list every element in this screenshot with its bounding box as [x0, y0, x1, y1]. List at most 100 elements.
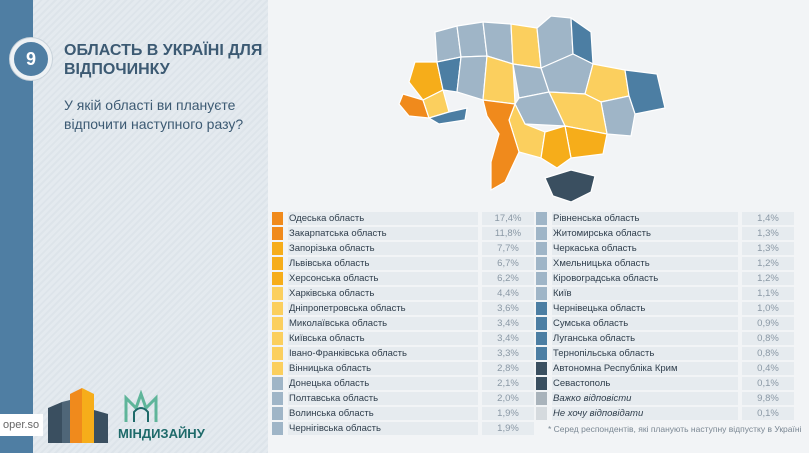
- legend-row: Полтавська область 2,0%: [272, 391, 534, 406]
- region-label: Закарпатська область: [288, 227, 478, 240]
- region-label: Важко відповісти: [552, 392, 738, 405]
- region-value: 1,3%: [742, 242, 794, 255]
- legend-swatch: [272, 407, 283, 420]
- region-label: Черкаська область: [552, 242, 738, 255]
- legend-swatch: [272, 227, 283, 240]
- mindyzainu-logo-icon: [124, 390, 158, 422]
- region-label: Хмельницька область: [552, 257, 738, 270]
- region-value: 0,8%: [742, 332, 794, 345]
- region-value: 0,1%: [742, 377, 794, 390]
- legend-row: Севастополь 0,1%: [536, 376, 794, 391]
- region-label: Чернігівська область: [288, 422, 478, 435]
- region-value: 3,6%: [482, 302, 534, 315]
- region-rivne: [456, 21, 488, 58]
- region-label: Не хочу відповідати: [552, 407, 738, 420]
- region-value: 2,8%: [482, 362, 534, 375]
- legend-swatch: [272, 347, 283, 360]
- legend-right-column: Рівненська область 1,4% Житомирська област…: [536, 211, 794, 421]
- legend-swatch: [272, 302, 283, 315]
- region-label: Вінницька область: [288, 362, 478, 375]
- region-vinnytsia: [482, 55, 516, 105]
- legend-row: Дніпропетровська область 3,6%: [272, 301, 534, 316]
- legend-row: Рівненська область 1,4%: [536, 211, 794, 226]
- region-value: 0,9%: [742, 317, 794, 330]
- legend-row: Миколаївська область 3,4%: [272, 316, 534, 331]
- region-value: 2,1%: [482, 377, 534, 390]
- region-label: Полтавська область: [288, 392, 478, 405]
- building-logo: [48, 388, 108, 443]
- region-value: 9,8%: [742, 392, 794, 405]
- question-number-badge: 9: [10, 38, 52, 80]
- legend-row: Не хочу відповідати 0,1%: [536, 406, 794, 421]
- legend-row: Одеська область 17,4%: [272, 211, 534, 226]
- region-label: Львівська область: [288, 257, 478, 270]
- region-value: 0,8%: [742, 347, 794, 360]
- info-panel: [33, 0, 268, 453]
- region-value: 1,9%: [482, 422, 534, 435]
- region-value: 1,2%: [742, 272, 794, 285]
- region-label: Севастополь: [552, 377, 738, 390]
- page-title: ОБЛАСТЬ В УКРАЇНІ ДЛЯ ВІДПОЧИНКУ: [64, 42, 263, 78]
- site-link[interactable]: oper.so: [0, 414, 43, 436]
- region-label: Житомирська область: [552, 227, 738, 240]
- region-value: 0,1%: [742, 407, 794, 420]
- legend-row: Луганська область 0,8%: [536, 331, 794, 346]
- region-value: 11,8%: [482, 227, 534, 240]
- legend-left-column: Одеська область 17,4% Закарпатська область…: [272, 211, 534, 436]
- region-luhansk: [624, 69, 666, 115]
- region-label: Чернівецька область: [552, 302, 738, 315]
- legend-swatch: [536, 332, 547, 345]
- legend-row: Івано-Франківська область 3,3%: [272, 346, 534, 361]
- region-odesa: [482, 99, 520, 192]
- legend-swatch: [272, 392, 283, 405]
- region-label: Тернопільська область: [552, 347, 738, 360]
- mindyzainu-logo-text: МІНДИЗАЙНУ: [118, 426, 205, 441]
- legend-row: Хмельницька область 1,2%: [536, 256, 794, 271]
- region-label: Запорізька область: [288, 242, 478, 255]
- question-text: У якій області ви плануєте відпочити нас…: [64, 97, 244, 132]
- legend-swatch: [272, 422, 283, 435]
- legend-swatch: [272, 287, 283, 300]
- region-kharkiv: [584, 63, 630, 103]
- legend-swatch: [536, 377, 547, 390]
- legend-row: Сумська область 0,9%: [536, 316, 794, 331]
- region-label: Сумська область: [552, 317, 738, 330]
- legend-row: Донецька область 2,1%: [272, 376, 534, 391]
- legend-swatch: [536, 347, 547, 360]
- region-crimea: [544, 169, 596, 202]
- region-label: Кіровоградська область: [552, 272, 738, 285]
- region-label: Рівненська область: [552, 212, 738, 225]
- legend-swatch: [272, 362, 283, 375]
- region-zakarpattia: [398, 93, 430, 119]
- legend-row: Чернівецька область 1,0%: [536, 301, 794, 316]
- region-label: Миколаївська область: [288, 317, 478, 330]
- region-value: 2,0%: [482, 392, 534, 405]
- legend-swatch: [536, 317, 547, 330]
- legend-row: Київська область 3,4%: [272, 331, 534, 346]
- legend-swatch: [536, 302, 547, 315]
- legend-swatch: [272, 212, 283, 225]
- ukraine-map: [398, 15, 666, 202]
- legend-swatch: [536, 287, 547, 300]
- legend-swatch: [272, 257, 283, 270]
- region-value: 1,4%: [742, 212, 794, 225]
- legend-row: Тернопільська область 0,8%: [536, 346, 794, 361]
- region-label: Івано-Франківська область: [288, 347, 478, 360]
- legend-row: Житомирська область 1,3%: [536, 226, 794, 241]
- region-label: Одеська область: [288, 212, 478, 225]
- region-label: Дніпропетровська область: [288, 302, 478, 315]
- region-label: Волинська область: [288, 407, 478, 420]
- legend-row: Херсонська область 6,2%: [272, 271, 534, 286]
- legend-swatch: [272, 317, 283, 330]
- region-value: 3,3%: [482, 347, 534, 360]
- legend-swatch: [536, 272, 547, 285]
- region-value: 6,2%: [482, 272, 534, 285]
- region-value: 1,3%: [742, 227, 794, 240]
- region-label: Харківська область: [288, 287, 478, 300]
- region-value: 0,4%: [742, 362, 794, 375]
- legend-swatch: [536, 392, 547, 405]
- region-label: Донецька область: [288, 377, 478, 390]
- region-kyiv: [510, 23, 542, 69]
- legend-row: Київ 1,1%: [536, 286, 794, 301]
- region-label: Херсонська область: [288, 272, 478, 285]
